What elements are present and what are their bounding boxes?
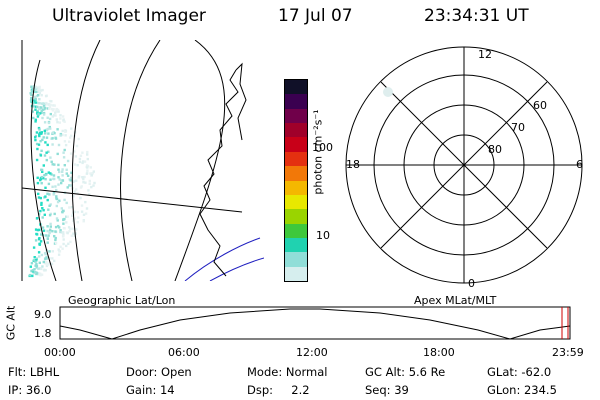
alt-xtick-0000: 00:00 (44, 346, 76, 359)
alt-xtick-1200: 12:00 (296, 346, 328, 359)
info-flt: Flt: LBHL (8, 365, 60, 379)
colorbar-segment (285, 123, 307, 138)
header-time: 23:34:31 UT (424, 6, 529, 26)
info-gain: Gain: 14 (126, 383, 175, 397)
colorbar-segment (285, 252, 307, 267)
info-seq: Seq: 39 (365, 383, 409, 397)
alt-xtick-2359: 23:59 (552, 346, 584, 359)
colorbar-segment (285, 223, 307, 238)
mlt-label-12: 12 (478, 48, 492, 61)
info-gcalt: GC Alt: 5.6 Re (365, 365, 446, 379)
alt-xtick-1800: 18:00 (423, 346, 455, 359)
alt-xtick-0600: 06:00 (168, 346, 200, 359)
mlt-label-6: 6 (576, 158, 583, 171)
info-glat: GLat: -62.0 (487, 365, 552, 379)
colorbar-segment (285, 80, 307, 95)
colorbar-segment (285, 137, 307, 152)
info-mode: Mode: Normal (247, 365, 328, 379)
colorbar-segment (285, 266, 307, 282)
alt-ytick-1-8: 1.8 (34, 327, 52, 340)
info-dsp: Dsp: 2.2 (247, 383, 310, 397)
colorbar-segment (285, 209, 307, 224)
colorbar-segment (285, 237, 307, 253)
colorbar-segment (285, 151, 307, 167)
info-ip: IP: 36.0 (8, 383, 52, 397)
mlat-label-70: 70 (511, 121, 525, 134)
mlt-label-0: 0 (468, 277, 475, 290)
colorbar-segment (285, 94, 307, 109)
alt-axis-title: GC Alt (4, 305, 18, 341)
mlat-label-80: 80 (488, 143, 502, 156)
colorbar-segment (285, 194, 307, 210)
info-glon: GLon: 234.5 (487, 383, 557, 397)
colorbar-segment (285, 166, 307, 181)
mlt-label-18: 18 (346, 158, 360, 171)
colorbar (284, 79, 308, 282)
aurora-emission (28, 85, 96, 278)
map-label: Geographic Lat/Lon (68, 294, 176, 307)
colorbar-tick-100: 100 (312, 141, 333, 154)
app-title: Ultraviolet Imager (52, 6, 206, 26)
colorbar-segment (285, 108, 307, 124)
colorbar-unit-label: photon cm⁻²s⁻¹ (311, 109, 325, 195)
alt-ytick-9: 9.0 (34, 308, 52, 321)
polar-label: Apex MLat/MLT (414, 294, 497, 307)
colorbar-segment (285, 180, 307, 195)
header-date: 17 Jul 07 (278, 6, 353, 26)
colorbar-tick-10: 10 (316, 229, 330, 242)
info-door: Door: Open (126, 365, 192, 379)
mlat-label-60: 60 (533, 99, 547, 112)
